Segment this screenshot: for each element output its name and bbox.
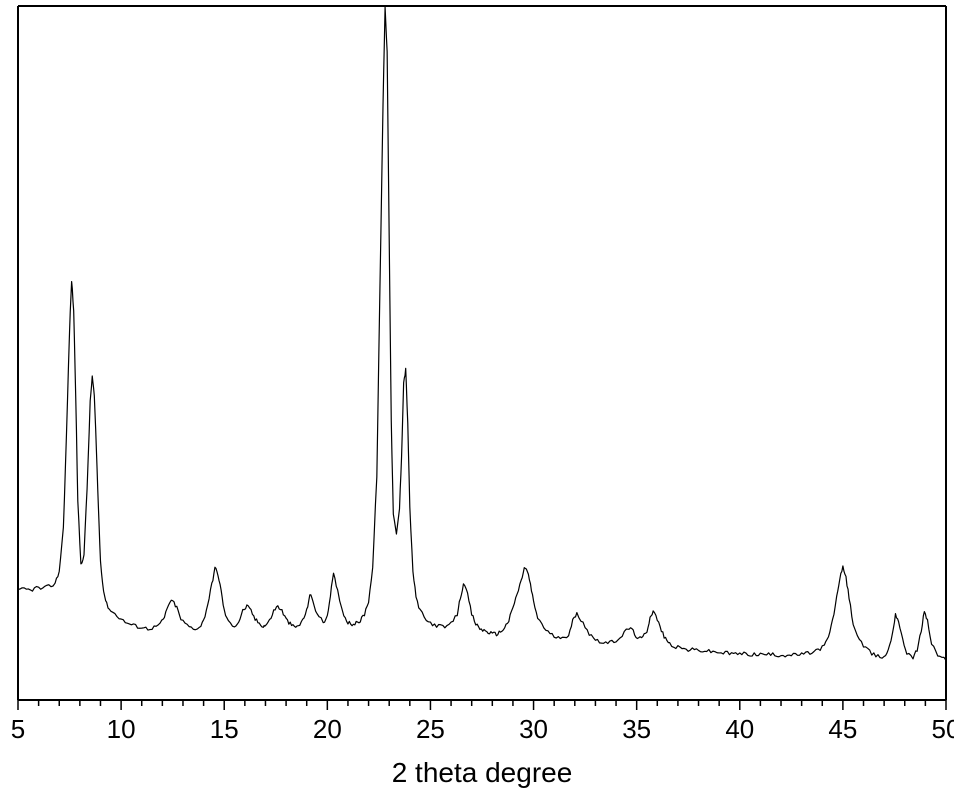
x-tick-label: 25 [416,714,445,744]
x-tick-label: 15 [210,714,239,744]
x-tick-label: 45 [828,714,857,744]
chart-bg [0,0,954,794]
x-tick-label: 35 [622,714,651,744]
x-tick-label: 50 [932,714,954,744]
x-axis-label: 2 theta degree [392,757,573,788]
x-tick-label: 5 [11,714,25,744]
x-tick-label: 20 [313,714,342,744]
x-tick-label: 40 [725,714,754,744]
xrd-chart: 5 10 15 20 25 30 35 40 45 50 2 theta degree [0,0,954,794]
x-tick-label: 10 [107,714,136,744]
x-tick-label: 30 [519,714,548,744]
